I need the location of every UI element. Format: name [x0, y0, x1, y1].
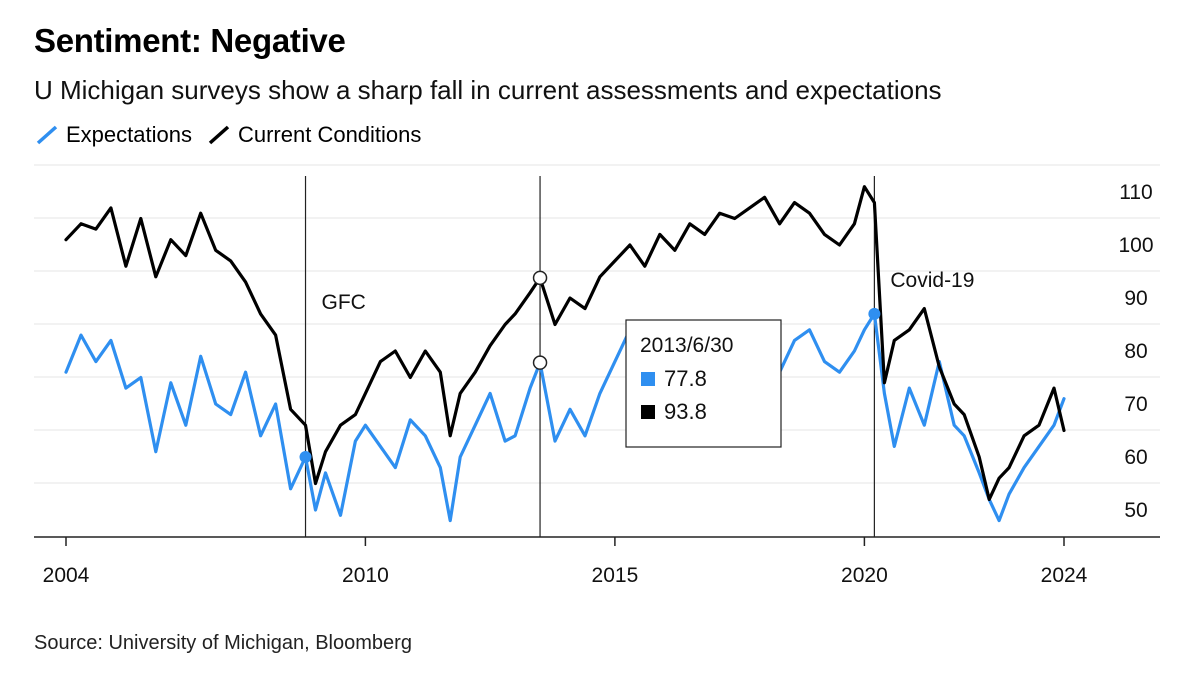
event-label-2: Covid-19 — [890, 269, 974, 292]
y-tick-label-110: 110 — [1119, 181, 1152, 204]
hover-point-0[interactable] — [532, 355, 548, 370]
legend-swatch-expectations — [36, 125, 58, 145]
legend-label-current-conditions: Current Conditions — [237, 122, 422, 147]
tooltip-value-1: 93.8 — [664, 399, 707, 424]
chart-title: Sentiment: Negative — [34, 22, 346, 59]
x-tick-label-2015: 2015 — [592, 564, 639, 587]
x-tick-label-2024: 2024 — [1041, 564, 1088, 587]
y-tick-label-70: 70 — [1124, 393, 1147, 416]
y-tick-label-60: 60 — [1124, 446, 1147, 469]
event-point-0 — [299, 451, 312, 463]
legend-swatch-current-conditions — [208, 125, 230, 145]
legend-label-expectations: Expectations — [66, 122, 192, 147]
source-note: Source: University of Michigan, Bloomber… — [34, 632, 412, 654]
legend-item-current-conditions[interactable]: Current Conditions — [206, 122, 421, 148]
y-tick-label-100: 100 — [1118, 234, 1153, 257]
hover-point-1[interactable] — [532, 270, 548, 286]
tooltip-swatch-0 — [641, 372, 655, 386]
y-tick-label-80: 80 — [1124, 340, 1147, 363]
x-tick-label-2010: 2010 — [342, 564, 389, 587]
event-label-0: GFC — [322, 291, 366, 314]
y-tick-label-90: 90 — [1124, 287, 1147, 310]
tooltip-date: 2013/6/30 — [640, 334, 733, 357]
legend-item-expectations[interactable]: Expectations — [34, 122, 192, 148]
event-point-1 — [868, 307, 881, 320]
chart-subtitle: U Michigan surveys show a sharp fall in … — [34, 75, 942, 105]
series-line-current-conditions — [64, 185, 1066, 501]
x-tick-label-2004: 2004 — [43, 564, 90, 587]
series-line-expectations — [64, 312, 1066, 523]
x-tick-label-2020: 2020 — [841, 564, 888, 587]
legend: Expectations Current Conditions — [34, 122, 435, 148]
tooltip-value-0: 77.8 — [664, 366, 707, 391]
y-tick-label-50: 50 — [1124, 499, 1147, 522]
tooltip-swatch-1 — [641, 405, 655, 419]
